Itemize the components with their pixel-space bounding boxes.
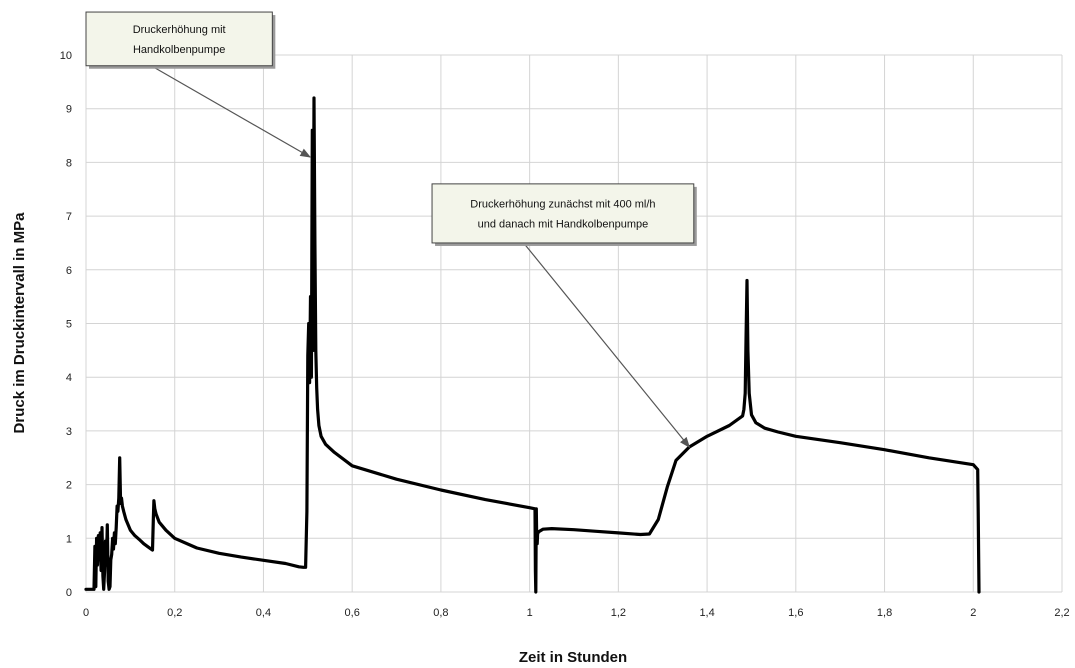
y-tick-label: 7 (66, 211, 72, 223)
y-tick-label: 4 (66, 372, 72, 384)
x-tick-label: 1,4 (699, 607, 714, 619)
callout-1: Druckerhöhung mit Handkolbenpumpe (85, 11, 312, 158)
x-tick-label: 1,6 (788, 607, 803, 619)
callout-text-line: Druckerhöhung zunächst mit 400 ml/h (470, 198, 655, 210)
y-axis-title: Druck im Druckintervall in MPa (11, 212, 28, 434)
x-axis-title: Zeit in Stunden (519, 649, 627, 666)
y-axis-ticks: 0 1 2 3 4 5 6 7 8 9 10 (60, 50, 72, 599)
callout-2: Druckerhöhung zunächst mit 400 ml/h und d… (431, 183, 697, 448)
x-tick-label: 2,2 (1054, 607, 1069, 619)
x-tick-label: 1 (527, 607, 533, 619)
y-tick-label: 8 (66, 157, 72, 169)
series (84, 96, 981, 594)
y-tick-label: 3 (66, 426, 72, 438)
y-tick-label: 1 (66, 533, 72, 545)
x-tick-label: 0,8 (433, 607, 448, 619)
callout-box (85, 11, 273, 67)
y-tick-label: 2 (66, 480, 72, 492)
x-tick-label: 0,2 (167, 607, 182, 619)
pressure-line (84, 96, 981, 594)
callout-text-line: Druckerhöhung mit (133, 24, 226, 36)
annotations: Druckerhöhung mitHandkolbenpumpeDruckerh… (85, 11, 697, 448)
x-axis-ticks: 0 0,2 0,4 0,6 0,8 1 1,2 1,4 1,6 1,8 2 2,2 (83, 607, 1070, 619)
y-tick-label: 0 (66, 587, 72, 599)
x-tick-label: 0 (83, 607, 89, 619)
x-tick-label: 1,2 (611, 607, 626, 619)
callout-arrow (150, 65, 312, 158)
callout-text-line: und danach mit Handkolbenpumpe (478, 218, 649, 230)
callout-text-line: Handkolbenpumpe (133, 44, 225, 56)
y-tick-label: 6 (66, 265, 72, 277)
callout-arrow (523, 242, 691, 448)
y-tick-label: 5 (66, 319, 72, 331)
x-tick-label: 0,6 (345, 607, 360, 619)
y-tick-label: 10 (60, 50, 72, 62)
x-tick-label: 0,4 (256, 607, 271, 619)
y-tick-label: 9 (66, 104, 72, 116)
grid (85, 54, 1063, 593)
x-tick-label: 1,8 (877, 607, 892, 619)
callout-box (431, 183, 695, 244)
x-tick-label: 2 (970, 607, 976, 619)
